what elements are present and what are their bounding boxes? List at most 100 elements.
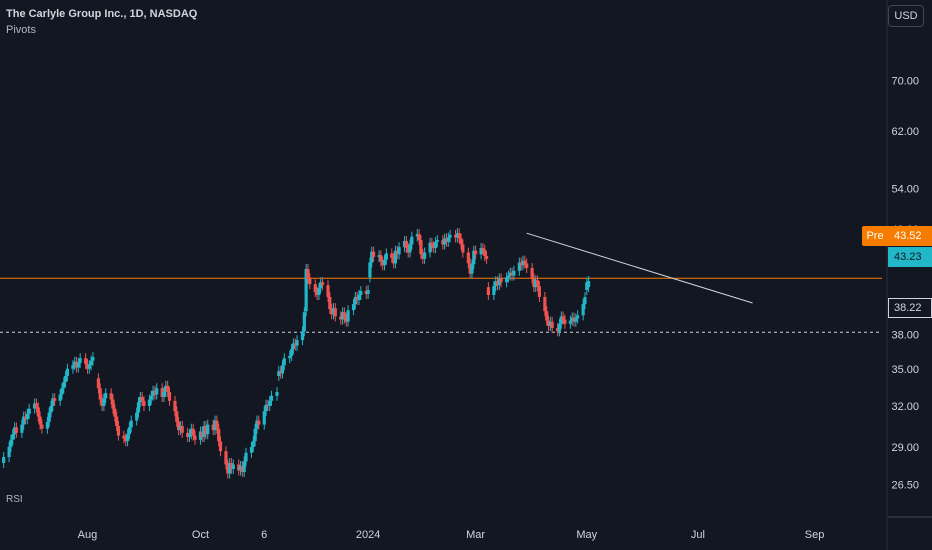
- candle-body: [419, 240, 423, 255]
- candle-body: [446, 237, 450, 242]
- candle-body: [178, 425, 183, 431]
- candle-body: [581, 304, 585, 316]
- candle-body: [393, 250, 398, 264]
- candle-body: [479, 248, 483, 255]
- candle-body: [519, 262, 523, 266]
- candle-body: [568, 320, 572, 324]
- candle-body: [147, 399, 152, 407]
- premarket-label: Pre: [862, 226, 888, 246]
- candle-body: [313, 284, 317, 293]
- candle-body: [443, 238, 447, 245]
- candle-body: [49, 406, 53, 413]
- candle-body: [484, 256, 489, 259]
- candle-body: [153, 390, 157, 395]
- rsi-pane-label[interactable]: RSI: [6, 494, 23, 505]
- candle-body: [506, 275, 511, 278]
- candle-body: [124, 438, 128, 442]
- candle-body: [249, 446, 254, 453]
- candle-body: [448, 234, 452, 238]
- candle-body: [583, 296, 587, 305]
- currency-button[interactable]: USD: [888, 5, 924, 27]
- candle-body: [91, 357, 95, 361]
- candle-body: [505, 277, 509, 283]
- candle-body: [302, 312, 306, 332]
- candle-body: [2, 457, 6, 463]
- x-tick-label: May: [576, 529, 597, 541]
- candle-body: [78, 358, 82, 363]
- candle-body: [204, 425, 208, 435]
- candle-body: [113, 408, 117, 417]
- candle-body: [266, 404, 270, 407]
- candle-body: [470, 264, 474, 274]
- candle-body: [379, 255, 383, 262]
- candle-body: [572, 317, 576, 322]
- candle-body: [255, 420, 259, 429]
- candle-body: [11, 434, 15, 440]
- candle-body: [557, 323, 562, 332]
- candle-body: [151, 390, 155, 396]
- candle-body: [102, 398, 106, 407]
- candle-body: [340, 312, 345, 320]
- candle-body: [523, 260, 527, 264]
- candle-body: [45, 421, 49, 429]
- candle-body: [217, 428, 221, 442]
- candle-body: [200, 431, 204, 438]
- candle-body: [326, 285, 330, 297]
- candle-body: [355, 296, 359, 300]
- candle-body: [277, 371, 281, 376]
- candle-body: [315, 292, 319, 295]
- candle-body: [85, 364, 90, 369]
- candle-body: [492, 286, 496, 295]
- candle-body: [175, 411, 179, 422]
- candle-body: [428, 242, 432, 253]
- candle-body: [441, 240, 445, 245]
- candle-body: [187, 434, 192, 438]
- candle-body: [122, 435, 126, 439]
- candle-body: [257, 420, 261, 425]
- x-tick-label: Aug: [78, 529, 98, 541]
- candle-body: [149, 395, 153, 400]
- candle-body: [76, 362, 80, 368]
- candle-body: [127, 427, 131, 435]
- candle-body: [155, 388, 159, 395]
- candle-body: [444, 238, 449, 242]
- candle-body: [453, 234, 458, 238]
- candle-body: [574, 318, 578, 322]
- candle-body: [58, 394, 62, 401]
- candle-body: [98, 388, 102, 400]
- candle-body: [508, 272, 512, 276]
- candle-body: [474, 250, 478, 255]
- candle-body: [47, 412, 51, 422]
- candle-body: [430, 242, 434, 247]
- candle-body: [228, 462, 232, 474]
- candle-body: [543, 296, 547, 312]
- x-tick-label: 6: [261, 529, 267, 541]
- indicator-label[interactable]: Pivots: [6, 24, 36, 36]
- y-tick-label: 29.00: [891, 442, 919, 454]
- candle-body: [160, 388, 164, 398]
- candle-body: [288, 355, 292, 359]
- candle-body: [240, 465, 244, 473]
- candle-body: [291, 343, 295, 350]
- candle-body: [333, 308, 337, 317]
- candle-body: [51, 398, 55, 407]
- candle-body: [244, 452, 248, 462]
- candle-body: [23, 416, 28, 420]
- candle-body: [435, 240, 439, 242]
- candle-body: [167, 391, 172, 401]
- candle-body: [164, 385, 168, 392]
- candle-body: [530, 268, 534, 279]
- y-tick-label: 26.50: [891, 479, 919, 491]
- candle-body: [224, 451, 228, 465]
- candle-body: [317, 288, 321, 295]
- candle-body: [390, 253, 394, 258]
- candle-body: [275, 391, 279, 396]
- candle-body: [27, 408, 31, 414]
- candle-body: [494, 281, 498, 287]
- candle-body: [116, 425, 121, 436]
- candle-body: [300, 331, 305, 341]
- chart-title: The Carlyle Group Inc., 1D, NASDAQ: [6, 8, 198, 20]
- y-tick-label: 54.00: [891, 184, 919, 196]
- candle-body: [455, 233, 460, 238]
